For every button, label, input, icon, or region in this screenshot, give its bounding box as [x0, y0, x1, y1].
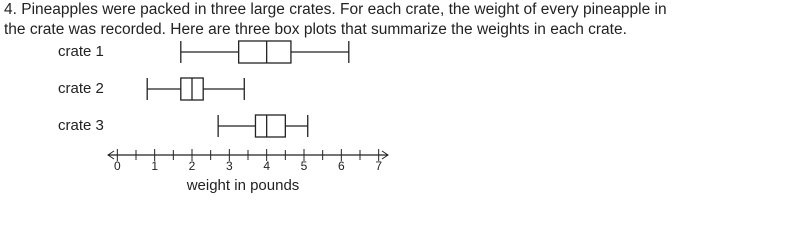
- box: [238, 40, 292, 64]
- x-axis-label: weight in pounds: [186, 177, 300, 194]
- x-tick-label: 7: [375, 159, 382, 173]
- x-tick-label: 3: [226, 159, 233, 173]
- box: [254, 114, 286, 138]
- x-tick-label: 5: [301, 159, 308, 173]
- x-tick-label: 1: [151, 159, 158, 173]
- x-tick-label: 6: [338, 159, 345, 173]
- x-tick-label: 2: [189, 159, 196, 173]
- box-label: crate 3: [58, 117, 104, 134]
- axis-arrow: [381, 150, 389, 160]
- box-label: crate 1: [58, 43, 104, 60]
- axis-arrow: [107, 150, 115, 160]
- box-label: crate 2: [58, 80, 104, 97]
- question-line: 4. Pineapples were packed in three large…: [4, 1, 667, 18]
- x-tick-label: 0: [114, 159, 121, 173]
- x-tick-label: 4: [263, 159, 270, 173]
- question-line: the crate was recorded. Here are three b…: [4, 21, 627, 38]
- page: 4. Pineapples were packed in three large…: [4, 1, 667, 194]
